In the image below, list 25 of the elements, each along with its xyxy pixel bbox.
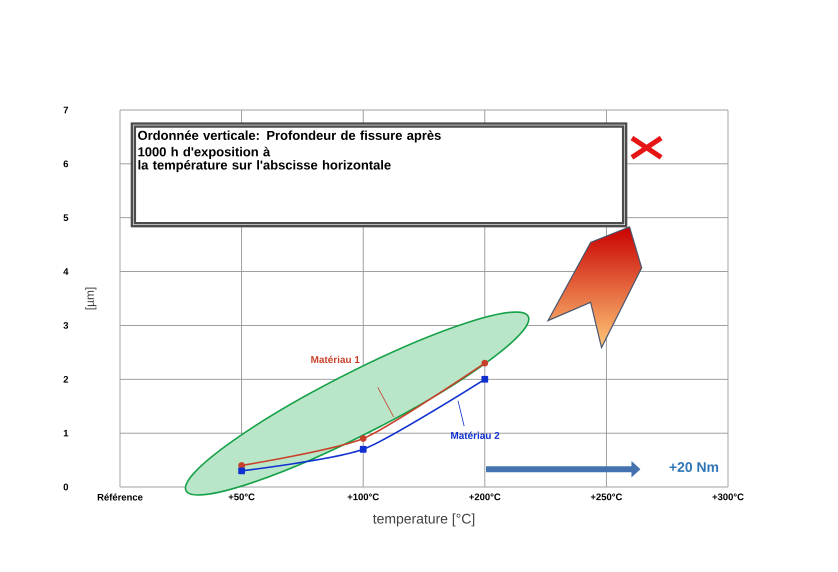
text: Matériau 2 [451,432,500,439]
point [238,467,245,474]
y-tick-label: 6 [64,160,68,168]
y-tick-label: 0 [64,484,68,490]
y-tick-label: 4 [63,268,68,275]
y-tick-label: 3 [63,322,68,329]
text: Matériau 1 [311,356,360,364]
x-axis-title: temperature [°C] [372,513,474,526]
x-tick-label: +300°C [712,494,744,500]
annotation: la température sur l'abscisse horizontale [138,160,391,172]
x-tick-label: +200°C [469,494,501,500]
x-tick-label: +250°C [590,494,622,500]
y-axis-title: [µm] [85,288,96,310]
y-tick-label: 2 [64,376,68,383]
point [360,435,367,442]
y-tick-label: 7 [64,106,68,114]
y-tick-label: 1 [64,430,68,436]
point [481,360,488,367]
point [360,446,367,453]
x-tick-label: Référence [98,494,143,501]
point [481,376,488,383]
y-tick-label: 5 [64,214,68,222]
annotation: +20 Nm [670,462,718,472]
x-tick-label: +50°C [228,494,255,500]
x-tick-label: +100°C [348,494,379,500]
